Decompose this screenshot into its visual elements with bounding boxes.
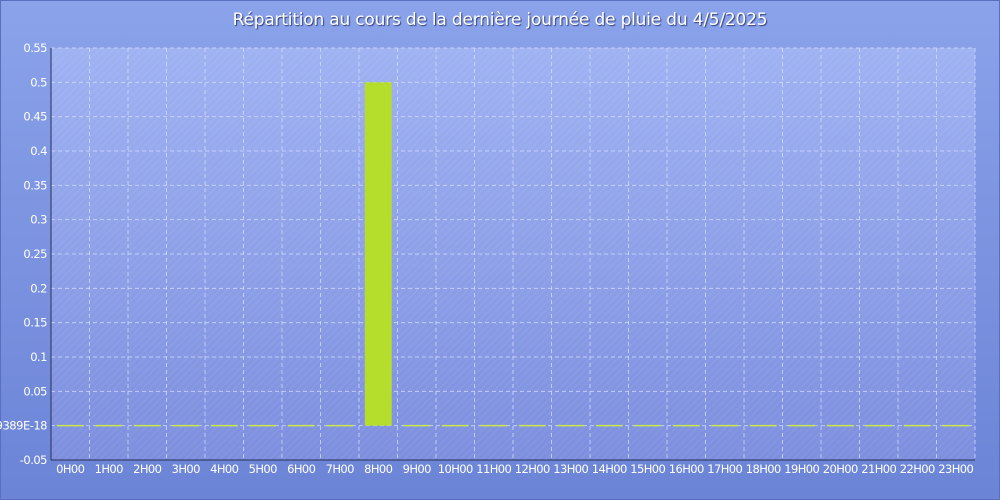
x-tick-label: 10H00 (438, 462, 473, 476)
y-tick-label: 0.05 (23, 384, 47, 398)
x-tick-label: 7H00 (326, 462, 354, 476)
y-tick-label: 0.25 (23, 247, 47, 261)
y-tick-label: 6.9389E-18 (0, 419, 47, 433)
x-tick-label: 9H00 (403, 462, 431, 476)
y-tick-label: 0.2 (30, 281, 47, 295)
x-tick-label: 18H00 (746, 462, 781, 476)
x-tick-label: 22H00 (900, 462, 935, 476)
x-tick-label: 14H00 (592, 462, 627, 476)
y-tick-label: 0.1 (30, 350, 47, 364)
x-tick-label: 13H00 (553, 462, 588, 476)
y-tick-label: 0.35 (23, 178, 47, 192)
x-tick-label: 11H00 (476, 462, 511, 476)
x-tick-labels: 0H00 1H00 2H00 3H00 4H00 5H00 6H00 7H00 8H00 9H00… (56, 462, 974, 476)
y-tick-label: 0.15 (23, 316, 47, 330)
x-tick-label: 4H00 (210, 462, 238, 476)
x-tick-label: 3H00 (172, 462, 200, 476)
x-tick-label: 5H00 (249, 462, 277, 476)
x-tick-label: 6H00 (287, 462, 315, 476)
bar-8H00 (364, 82, 392, 426)
axes (50, 48, 975, 461)
x-tick-label: 16H00 (669, 462, 704, 476)
x-tick-label: 21H00 (861, 462, 896, 476)
y-tick-labels: -0.05 6.9389E-18 0.05 0.1 0.15 0.2 0.25 0.3 0.35… (0, 41, 48, 467)
y-tick-label: 0.55 (23, 41, 47, 55)
y-tick-label: 0.45 (23, 110, 47, 124)
x-tick-label: 19H00 (784, 462, 819, 476)
bars (56, 82, 970, 427)
x-tick-label: 15H00 (630, 462, 665, 476)
x-tick-label: 8H00 (364, 462, 392, 476)
x-tick-label: 17H00 (707, 462, 742, 476)
x-tick-label: 1H00 (95, 462, 123, 476)
chart-title: Répartition au cours de la dernière jour… (232, 10, 768, 30)
x-tick-label: 23H00 (938, 462, 973, 476)
y-tick-label: 0.4 (30, 144, 47, 158)
x-tick-label: 20H00 (823, 462, 858, 476)
x-tick-label: 12H00 (515, 462, 550, 476)
x-tick-label: 2H00 (133, 462, 161, 476)
x-tick-label: 0H00 (56, 462, 84, 476)
y-tick-label: 0.5 (30, 75, 47, 89)
y-tick-label: 0.3 (30, 213, 47, 227)
y-tick-label: -0.05 (20, 453, 47, 467)
